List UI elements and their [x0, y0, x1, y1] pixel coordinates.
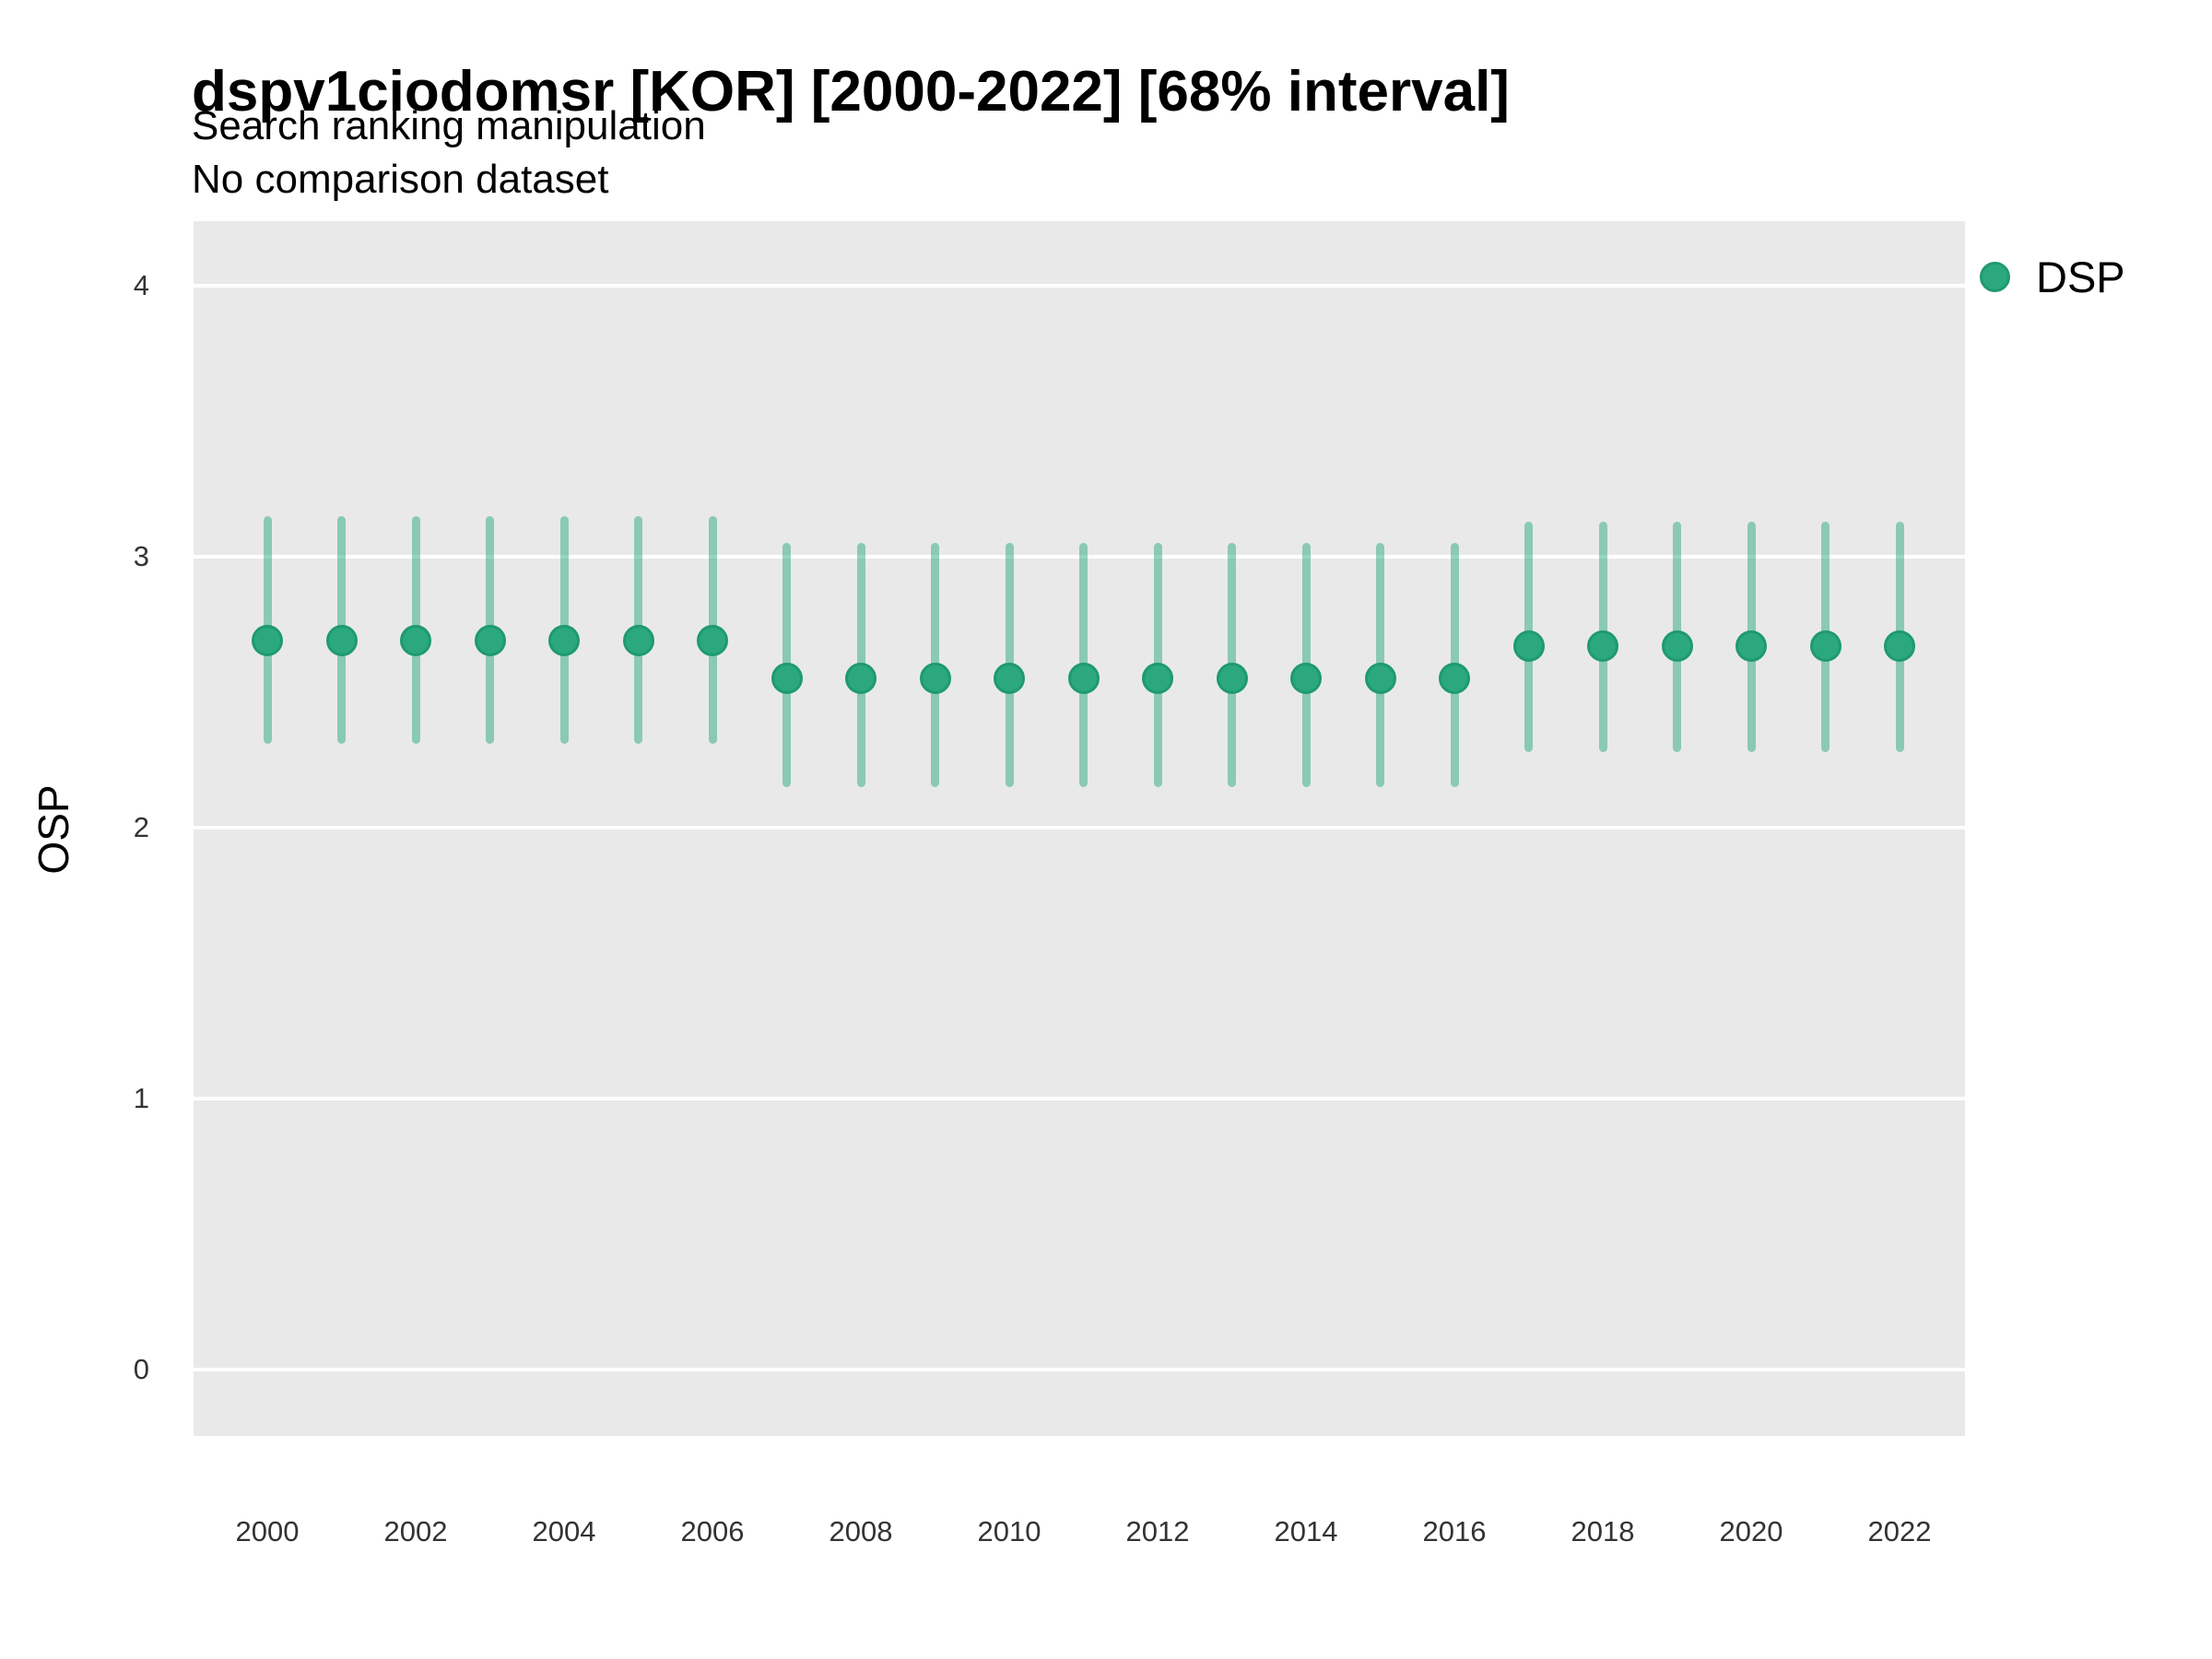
- legend: DSP: [1980, 247, 2125, 306]
- y-tick-label-1: 1: [133, 1082, 149, 1114]
- point-marker-2016: [1439, 663, 1470, 695]
- point-marker-2013: [1216, 663, 1248, 695]
- legend-label: DSP: [2036, 252, 2125, 301]
- point-marker-2021: [1809, 630, 1841, 663]
- x-tick-label-2012: 2012: [1125, 1515, 1190, 1547]
- x-tick-label-2016: 2016: [1422, 1515, 1487, 1547]
- y-tick-label-4: 4: [133, 269, 149, 301]
- x-tick-label-2004: 2004: [532, 1515, 596, 1547]
- point-marker-2020: [1735, 630, 1767, 663]
- gridline-y-1: [194, 1097, 1965, 1100]
- x-tick-label-2018: 2018: [1571, 1515, 1635, 1547]
- point-marker-2018: [1587, 630, 1618, 663]
- point-marker-2008: [845, 663, 877, 695]
- point-marker-2014: [1290, 663, 1322, 695]
- point-marker-2000: [252, 625, 283, 657]
- x-tick-label-2014: 2014: [1274, 1515, 1338, 1547]
- x-tick-label-2006: 2006: [680, 1515, 745, 1547]
- x-tick-label-2002: 2002: [383, 1515, 448, 1547]
- page-subtitle: Search ranking manipulation: [192, 103, 706, 148]
- x-tick-label-2008: 2008: [829, 1515, 893, 1547]
- point-marker-2004: [548, 625, 580, 657]
- y-tick-label-2: 2: [133, 811, 149, 843]
- x-tick-label-2022: 2022: [1867, 1515, 1932, 1547]
- y-tick-label-3: 3: [133, 540, 149, 572]
- page-title: dspv1ciodomsr [KOR] [2000-2022] [68% int…: [192, 59, 1510, 124]
- y-tick-label-0: 0: [133, 1353, 149, 1385]
- point-marker-2017: [1512, 630, 1545, 663]
- gridline-y-0: [194, 1368, 1965, 1371]
- x-tick-label-2000: 2000: [235, 1515, 300, 1547]
- point-marker-2019: [1661, 630, 1693, 663]
- x-tick-label-2020: 2020: [1719, 1515, 1783, 1547]
- point-marker-2007: [771, 663, 803, 695]
- page-note: No comparison dataset: [192, 157, 609, 202]
- x-tick-label-2010: 2010: [977, 1515, 1041, 1547]
- point-marker-2022: [1884, 630, 1915, 663]
- point-marker-2010: [994, 663, 1025, 695]
- point-marker-2011: [1067, 663, 1100, 695]
- plot-panel: [194, 221, 1965, 1436]
- gridline-y-2: [194, 826, 1965, 830]
- gridline-y-4: [194, 284, 1965, 288]
- point-marker-2005: [622, 625, 654, 657]
- point-marker-2002: [400, 625, 431, 657]
- point-marker-2009: [919, 663, 951, 695]
- legend-point-icon: [1980, 261, 2010, 292]
- point-marker-2012: [1142, 663, 1173, 695]
- point-marker-2015: [1364, 663, 1396, 695]
- point-marker-2003: [474, 625, 506, 657]
- point-marker-2006: [697, 625, 728, 657]
- point-marker-2001: [325, 625, 358, 657]
